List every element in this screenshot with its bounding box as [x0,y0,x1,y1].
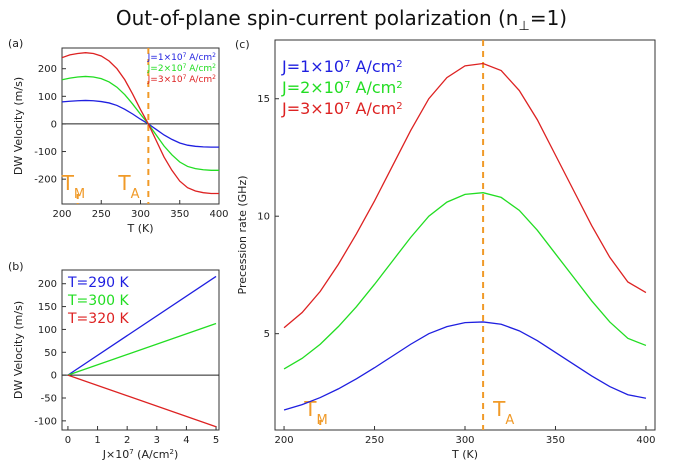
y-tick-label: -100 [34,416,57,427]
y-tick-label: 200 [38,279,57,290]
y-tick-label: -50 [41,394,57,405]
y-tick-label: 5 [264,329,270,340]
y-tick-label: 200 [38,64,57,75]
y-tick-label: -100 [34,147,57,158]
legend-entry-1: J=1×107 A/cm2 [147,52,217,64]
x-tick-label: 400 [636,435,655,446]
panel-label: (a) [8,37,23,50]
legend-entry-3: J=3×107 A/cm2 [147,74,217,86]
chart-panel-2: (b) 0 1 2 3 4 5 -100 -50 0 50 100 150 200 J×107 (A/cm2… [8,260,220,461]
chart-panel-3: (c) 200 250 300 350 400 5 10 15 T (K) Precession r… [235,38,656,461]
y-tick-label: 100 [38,325,57,336]
x-tick-label: 3 [154,435,160,446]
x-tick-label: 1 [94,435,100,446]
x-tick-label: 250 [365,435,384,446]
panel-label: (c) [235,38,250,51]
x-tick-label: 250 [92,209,111,220]
marker-label-M: TM [61,171,85,202]
legend-entry-1: J=1×107 A/cm2 [281,57,403,76]
title-subscript: ⊥ [518,19,530,34]
y-tick-label: 10 [257,212,270,223]
x-axis-label: T (K) [451,448,478,461]
y-tick-label: 150 [38,302,57,313]
x-tick-label: 0 [65,435,71,446]
marker-label-A: TA [492,397,514,428]
legend-entry-2: J=2×107 A/cm2 [147,63,217,75]
marker-label-A: TA [117,171,139,202]
series-line-2 [62,75,219,171]
series-line-3 [62,52,219,195]
marker-label-M: TM [303,397,327,428]
y-tick-label: 50 [44,348,57,359]
x-tick-label: 4 [183,435,189,446]
x-axis-label: J×107 (A/cm2) [102,448,179,461]
series-line-1 [67,275,217,376]
x-tick-label: 200 [275,435,294,446]
x-tick-label: 300 [131,209,150,220]
series-line-1 [62,99,219,148]
y-axis-label: Precession rate (GHz) [236,175,249,294]
y-tick-label: -200 [34,175,57,186]
title-tail: =1) [529,6,568,30]
x-tick-label: 2 [124,435,130,446]
x-tick-label: 350 [546,435,565,446]
x-axis-label: T (K) [126,222,153,235]
series-line-2 [283,192,647,370]
legend-entry-2: J=2×107 A/cm2 [281,78,403,97]
legend-entry-3: T=320 K [67,311,129,327]
legend-entry-3: J=3×107 A/cm2 [281,99,403,118]
y-axis-label: DW Velocity (m/s) [12,301,25,399]
x-tick-label: 350 [170,209,189,220]
y-tick-label: 0 [51,371,57,382]
series-line-3 [67,374,217,428]
figure-title: Out-of-plane spin-current polarization (… [0,6,683,34]
x-tick-label: 200 [52,209,71,220]
legend-entry-1: T=290 K [67,275,129,291]
legend-entry-2: T=300 K [67,293,129,309]
title-text: Out-of-plane spin-current polarization (… [115,6,519,30]
x-tick-label: 300 [455,435,474,446]
y-tick-label: 0 [51,119,57,130]
series-line-2 [67,322,217,376]
y-tick-label: 15 [257,94,270,105]
x-tick-label: 400 [209,209,228,220]
y-tick-label: 100 [38,92,57,103]
series-line-3 [283,62,647,329]
y-axis-label: DW Velocity (m/s) [12,77,25,175]
series-line-1 [283,321,647,411]
chart-panel-1: (a) 200 250 300 350 400 -200 -100 0 100 200 T (K) DW… [8,37,229,235]
x-tick-label: 5 [213,435,219,446]
plot-frame [61,269,220,431]
panel-label: (b) [8,260,24,273]
